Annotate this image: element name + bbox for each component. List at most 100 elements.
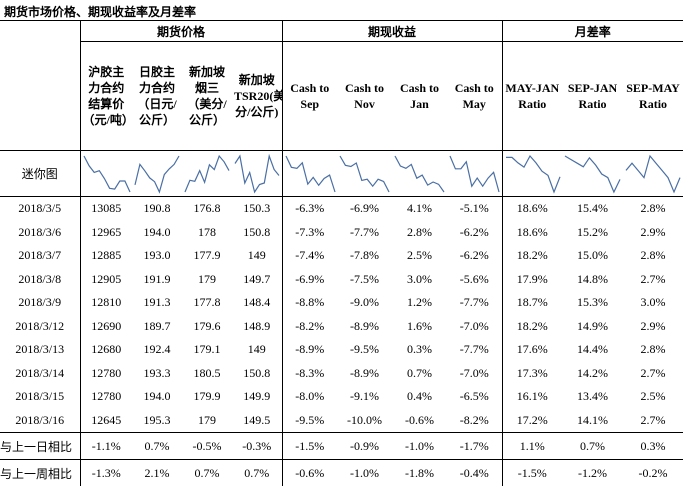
value-cell: 13085 bbox=[80, 197, 132, 221]
sparkline-cell bbox=[182, 151, 232, 197]
summary-row: 与上一周相比-1.3%2.1%0.7%0.7%-0.6%-1.0%-1.8%-0… bbox=[0, 460, 683, 486]
value-cell: 18.7% bbox=[502, 291, 562, 315]
value-cell: -6.3% bbox=[282, 197, 337, 221]
sparkline-line bbox=[286, 156, 335, 192]
change-cell: -1.3% bbox=[80, 460, 132, 486]
group-header: 期现收益 bbox=[282, 21, 502, 42]
value-cell: 194.0 bbox=[132, 221, 182, 245]
value-cell: 177.8 bbox=[182, 291, 232, 315]
value-cell: 2.5% bbox=[392, 244, 447, 268]
sparkline bbox=[81, 152, 133, 196]
value-cell: 191.3 bbox=[132, 291, 182, 315]
column-header: 新加坡烟三（美分/公斤） bbox=[182, 42, 232, 151]
value-cell: 12780 bbox=[80, 362, 132, 386]
value-cell: -8.8% bbox=[282, 291, 337, 315]
value-cell: 2.7% bbox=[623, 268, 683, 292]
value-cell: 14.9% bbox=[562, 315, 623, 339]
column-header: Cash to Jan bbox=[392, 42, 447, 151]
change-cell: 0.7% bbox=[232, 460, 282, 486]
value-cell: 14.8% bbox=[562, 268, 623, 292]
value-cell: -7.4% bbox=[282, 244, 337, 268]
change-cell: -0.4% bbox=[447, 460, 502, 486]
value-cell: 177.9 bbox=[182, 244, 232, 268]
change-cell: -1.0% bbox=[337, 460, 392, 486]
value-cell: -8.3% bbox=[282, 362, 337, 386]
change-cell: 1.1% bbox=[502, 433, 562, 460]
date-cell: 2018/3/14 bbox=[0, 362, 80, 386]
value-cell: 12690 bbox=[80, 315, 132, 339]
date-cell: 2018/3/9 bbox=[0, 291, 80, 315]
date-cell: 2018/3/5 bbox=[0, 197, 80, 221]
change-cell: -1.5% bbox=[502, 460, 562, 486]
date-cell: 2018/3/15 bbox=[0, 385, 80, 409]
value-cell: 150.8 bbox=[232, 362, 282, 386]
value-cell: 12905 bbox=[80, 268, 132, 292]
title: 期货市场价格、期现收益率及月差率 bbox=[4, 3, 196, 20]
change-cell: 0.3% bbox=[623, 433, 683, 460]
value-cell: 192.4 bbox=[132, 338, 182, 362]
value-cell: 149.9 bbox=[232, 385, 282, 409]
value-cell: -8.9% bbox=[337, 362, 392, 386]
sparkline-line bbox=[626, 156, 680, 192]
column-header: 新加坡TSR20(美分/公斤) bbox=[232, 42, 282, 151]
value-cell: 190.8 bbox=[132, 197, 182, 221]
summary-label: 与上一周相比 bbox=[0, 460, 80, 486]
header-row: 沪胶主力合约结算价（元/吨）日胶主力合约（日元/公斤）新加坡烟三（美分/公斤）新… bbox=[0, 42, 683, 151]
value-cell: 12885 bbox=[80, 244, 132, 268]
sparkline-cell bbox=[447, 151, 502, 197]
sparkline bbox=[392, 152, 447, 196]
value-cell: 2.9% bbox=[623, 221, 683, 245]
value-cell: 2.7% bbox=[623, 409, 683, 433]
sparkline-line bbox=[450, 156, 499, 192]
value-cell: 12810 bbox=[80, 291, 132, 315]
change-cell: 2.1% bbox=[132, 460, 182, 486]
sparkline bbox=[182, 152, 232, 196]
value-cell: -8.2% bbox=[282, 315, 337, 339]
value-cell: 12780 bbox=[80, 385, 132, 409]
value-cell: 18.6% bbox=[502, 197, 562, 221]
value-cell: 179.1 bbox=[182, 338, 232, 362]
value-cell: 189.7 bbox=[132, 315, 182, 339]
value-cell: -6.2% bbox=[447, 244, 502, 268]
value-cell: 12645 bbox=[80, 409, 132, 433]
date-cell: 2018/3/6 bbox=[0, 221, 80, 245]
sparkline bbox=[447, 152, 502, 196]
change-cell: 0.7% bbox=[132, 433, 182, 460]
value-cell: 18.2% bbox=[502, 315, 562, 339]
summary-row: 与上一日相比-1.1%0.7%-0.5%-0.3%-1.5%-0.9%-1.0%… bbox=[0, 433, 683, 460]
sparkline-line bbox=[84, 156, 130, 192]
sparkline-cell bbox=[502, 151, 562, 197]
column-header: Cash to Sep bbox=[282, 42, 337, 151]
value-cell: -9.1% bbox=[337, 385, 392, 409]
value-cell: 14.1% bbox=[562, 409, 623, 433]
sparkline-cell bbox=[132, 151, 182, 197]
sparkline-cell bbox=[562, 151, 623, 197]
value-cell: -6.9% bbox=[337, 197, 392, 221]
group-header: 月差率 bbox=[502, 21, 683, 42]
value-cell: 0.7% bbox=[392, 362, 447, 386]
value-cell: 178 bbox=[182, 221, 232, 245]
change-cell: 0.7% bbox=[182, 460, 232, 486]
column-header: MAY-JAN Ratio bbox=[502, 42, 562, 151]
value-cell: 191.9 bbox=[132, 268, 182, 292]
change-cell: -0.3% bbox=[232, 433, 282, 460]
value-cell: -9.0% bbox=[337, 291, 392, 315]
value-cell: 17.6% bbox=[502, 338, 562, 362]
date-cell: 2018/3/7 bbox=[0, 244, 80, 268]
sparkline bbox=[132, 152, 182, 196]
value-cell: 2.8% bbox=[623, 338, 683, 362]
date-cell: 2018/3/12 bbox=[0, 315, 80, 339]
value-cell: 195.3 bbox=[132, 409, 182, 433]
value-cell: 2.8% bbox=[623, 197, 683, 221]
value-cell: 14.2% bbox=[562, 362, 623, 386]
value-cell: 179 bbox=[182, 268, 232, 292]
value-cell: 2.8% bbox=[392, 221, 447, 245]
change-cell: -0.9% bbox=[337, 433, 392, 460]
value-cell: 1.6% bbox=[392, 315, 447, 339]
